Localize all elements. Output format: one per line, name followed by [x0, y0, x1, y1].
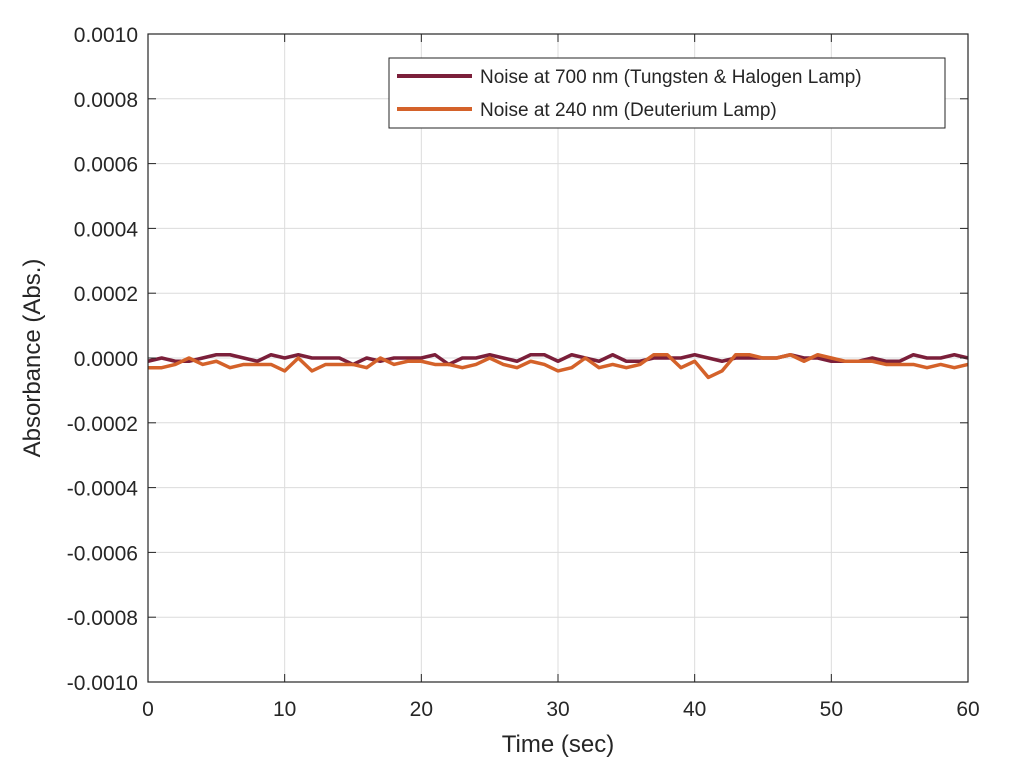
- x-tick-label: 20: [410, 698, 433, 721]
- x-tick-label: 0: [142, 698, 154, 721]
- y-tick-label: 0.0008: [74, 89, 138, 112]
- y-tick-label: 0.0004: [74, 218, 139, 241]
- y-tick-label: -0.0006: [67, 542, 138, 565]
- x-tick-label: 50: [820, 698, 843, 721]
- legend: Noise at 700 nm (Tungsten & Halogen Lamp…: [388, 57, 946, 129]
- series-lines: [147, 353, 969, 380]
- legend-label-240nm: Noise at 240 nm (Deuterium Lamp): [480, 100, 777, 121]
- axis-ticks: 0 10 20 30 40 50 60 0.0010 0.0008 0.0006 0.0004 0.0…: [67, 24, 980, 721]
- y-axis-label: Absorbance (Abs.): [19, 259, 46, 458]
- legend-box: [388, 57, 946, 129]
- y-tick-label: 0.0000: [74, 348, 138, 371]
- series-line-700nm: [147, 353, 969, 367]
- x-tick-label: 60: [956, 698, 979, 721]
- y-tick-label: -0.0002: [67, 413, 138, 436]
- x-tick-label: 30: [546, 698, 569, 721]
- y-tick-label: 0.0002: [74, 283, 138, 306]
- legend-label-700nm: Noise at 700 nm (Tungsten & Halogen Lamp…: [480, 67, 862, 88]
- y-tick-label: 0.0006: [74, 154, 138, 177]
- y-tick-label: -0.0004: [67, 478, 139, 501]
- x-tick-label: 10: [273, 698, 296, 721]
- y-tick-label: 0.0010: [74, 24, 138, 47]
- x-tick-label: 40: [683, 698, 706, 721]
- series-line-240nm: [148, 353, 969, 380]
- x-axis-label: Time (sec): [502, 731, 614, 758]
- y-tick-label: -0.0010: [67, 672, 138, 695]
- y-tick-label: -0.0008: [67, 607, 138, 630]
